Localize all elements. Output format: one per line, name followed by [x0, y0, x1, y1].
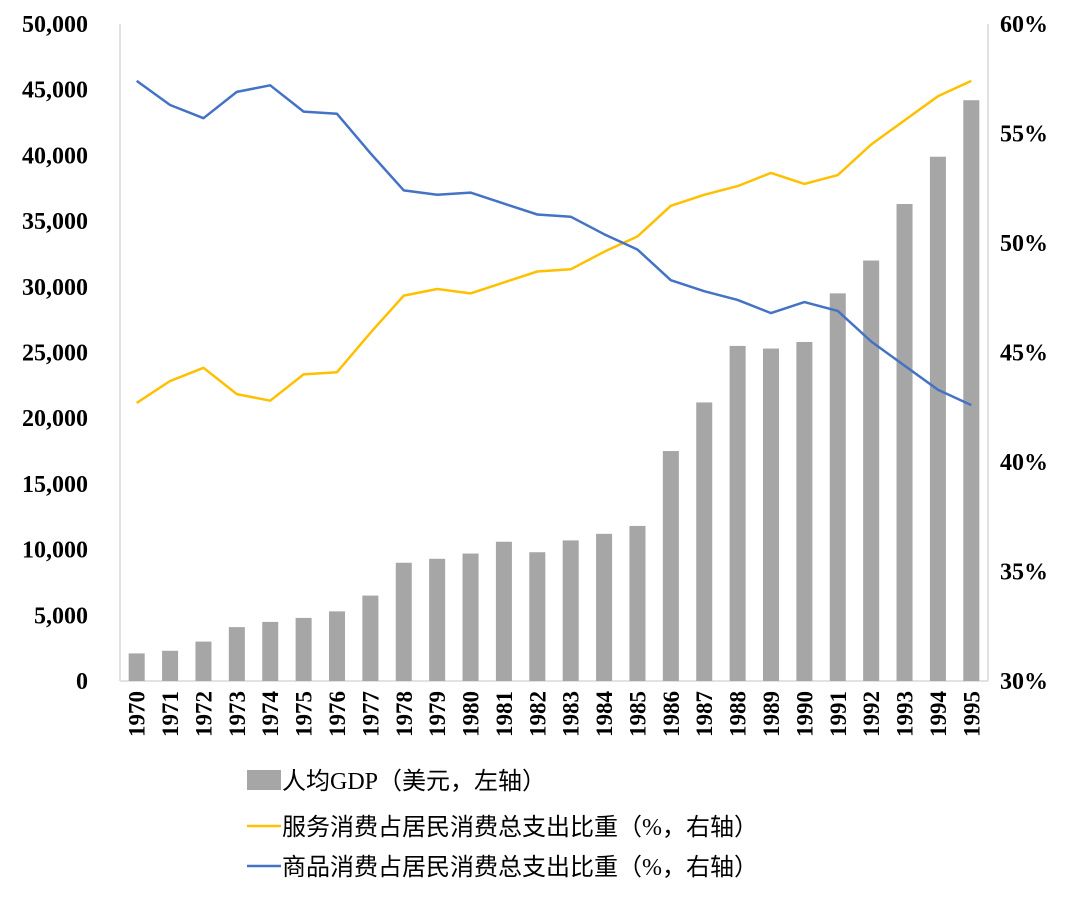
bar-series-gdp: [128, 100, 980, 682]
right-tick-label: 35%: [1000, 560, 1048, 586]
gdp-bar: [829, 293, 846, 681]
x-tick-label: 1989: [759, 691, 784, 737]
gdp-bar: [896, 204, 913, 681]
right-tick-label: 45%: [1000, 341, 1048, 367]
gdp-bar: [462, 553, 479, 681]
legend-label: 服务消费占居民消费总支出比重（%，右轴）: [282, 814, 758, 841]
left-tick-label: 50,000: [22, 12, 88, 38]
right-tick-label: 30%: [1000, 669, 1048, 695]
gdp-bar: [662, 451, 679, 681]
gdp-bar: [228, 627, 245, 681]
gdp-bar: [629, 525, 646, 681]
right-tick-label: 50%: [1000, 231, 1048, 257]
right-tick-label: 40%: [1000, 450, 1048, 476]
x-tick-label: 1970: [125, 691, 150, 737]
gdp-bar: [863, 260, 880, 681]
x-tick-label: 1979: [425, 691, 450, 737]
x-tick-label: 1986: [659, 691, 684, 737]
axes-layer: [119, 24, 989, 682]
left-tick-label: 25,000: [22, 341, 88, 367]
legend-label: 人均GDP（美元，左轴）: [282, 768, 546, 795]
left-tick-label: 35,000: [22, 209, 88, 235]
x-tick-label: 1983: [559, 691, 584, 737]
legend: 人均GDP（美元，左轴） 服务消费占居民消费总支出比重（%，右轴） 商品消费占居民消…: [247, 768, 758, 881]
x-tick-label: 1981: [492, 691, 517, 737]
gdp-bar: [295, 617, 312, 681]
gdp-bar: [362, 595, 379, 681]
x-tick-label: 1977: [358, 691, 383, 737]
left-tick-label: 0: [76, 669, 88, 695]
gdp-bar: [963, 100, 980, 682]
line-series-layer: [135, 79, 972, 407]
x-tick-label: 1993: [893, 691, 918, 737]
x-tick-label: 1980: [459, 691, 484, 737]
service-share-line: [136, 79, 972, 404]
gdp-bar: [796, 341, 813, 681]
gdp-bar: [729, 345, 746, 681]
gdp-bar: [162, 650, 179, 681]
x-tick-label: 1984: [592, 691, 617, 738]
x-tick-label: 1971: [158, 691, 183, 737]
x-tick-label: 1973: [225, 691, 250, 737]
left-tick-label: 10,000: [22, 538, 88, 564]
x-tick-label: 1982: [525, 691, 550, 737]
gdp-bar: [429, 558, 446, 681]
gdp-bar: [596, 533, 613, 681]
x-tick-label: 1974: [258, 691, 283, 738]
legend-swatch-bar: [247, 770, 281, 790]
gdp-bar: [929, 156, 946, 682]
gdp-bar: [128, 653, 145, 681]
gdp-bar: [696, 402, 713, 681]
x-tick-label: 1975: [292, 691, 317, 737]
x-tick-label: 1978: [392, 691, 417, 737]
gdp-bar: [762, 348, 780, 681]
left-tick-label: 45,000: [22, 78, 88, 104]
gdp-bar: [195, 641, 212, 681]
x-tick-label: 1972: [191, 691, 216, 737]
x-tick-label: 1995: [959, 691, 984, 737]
left-tick-label: 5,000: [34, 603, 88, 629]
left-tick-label: 30,000: [22, 275, 88, 301]
gdp-bar: [395, 562, 412, 681]
goods-share-line: [135, 79, 972, 407]
x-tick-label: 1976: [325, 691, 350, 737]
right-tick-label: 60%: [1000, 12, 1048, 38]
right-axis-tick-labels: 30% 35% 40% 45% 50% 55% 60%: [1000, 12, 1048, 695]
x-tick-label: 1992: [859, 691, 884, 737]
gdp-bar: [562, 540, 579, 681]
left-axis-tick-labels: 0 5,000 10,000 15,000 20,000 25,000 30,000 35,0…: [22, 12, 88, 695]
gdp-bar: [529, 552, 546, 681]
right-tick-label: 55%: [1000, 122, 1048, 148]
x-tick-label: 1988: [726, 691, 751, 737]
gdp-bar: [262, 621, 279, 681]
x-tick-label: 1987: [692, 691, 717, 737]
x-tick-label: 1991: [826, 691, 851, 737]
gdp-bar: [328, 611, 346, 681]
legend-label: 商品消费占居民消费总支出比重（%，右轴）: [282, 854, 758, 881]
x-tick-label: 1985: [625, 691, 650, 737]
gdp-bar: [495, 541, 512, 681]
left-tick-label: 40,000: [22, 143, 88, 169]
left-tick-label: 15,000: [22, 472, 88, 498]
x-tick-label: 1990: [792, 691, 817, 737]
left-tick-label: 20,000: [22, 406, 88, 432]
x-axis-tick-labels: 1970 1971 1972 1973 1974 1975 1976 1977 1978 1979…: [125, 691, 985, 738]
x-tick-label: 1994: [926, 691, 951, 738]
